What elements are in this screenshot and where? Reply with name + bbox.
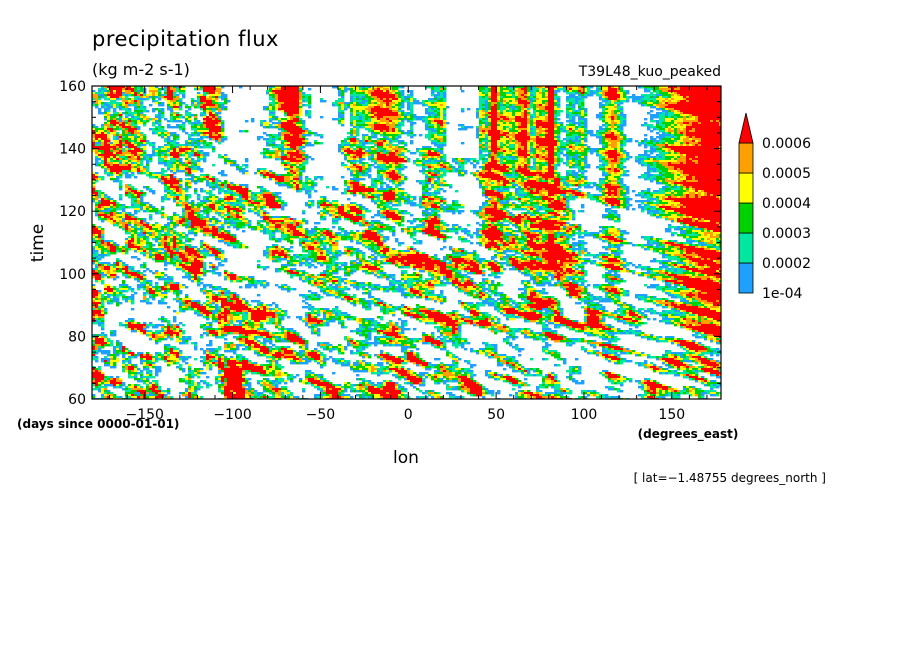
x-tick-label: 150	[658, 407, 685, 423]
y-tick-label: 60	[68, 392, 86, 408]
colorbar-label: 0.0006	[762, 136, 811, 152]
x-axis: −150 −100 −50 0 50 100 150	[109, 86, 708, 423]
y-axis-title: time	[28, 224, 48, 262]
precipitation-field	[92, 86, 721, 399]
y-tick-label: 120	[59, 204, 86, 220]
x-tick-label: 50	[487, 407, 505, 423]
x-tick-label: −50	[306, 407, 336, 423]
colorbar-swatch	[738, 262, 754, 294]
colorbar-label: 0.0002	[762, 256, 811, 272]
plot-area	[91, 85, 722, 400]
colorbar-extend-arrow	[738, 112, 754, 144]
y-axis-units: (days since 0000-01-01)	[17, 417, 179, 431]
y-tick-label: 160	[59, 79, 86, 95]
x-tick-label: 0	[404, 407, 413, 423]
x-axis-units: (degrees_east)	[638, 427, 739, 442]
colorbar-swatch	[738, 142, 754, 174]
colorbar-swatch	[738, 232, 754, 264]
chart-units: (kg m-2 s-1)	[92, 60, 190, 79]
y-tick-label: 140	[59, 142, 86, 158]
latitude-annotation: [ lat=−1.48755 degrees_north ]	[634, 471, 826, 485]
chart-title: precipitation flux	[92, 27, 279, 51]
x-tick-label: −150	[125, 407, 163, 423]
colorbar-label: 0.0005	[762, 166, 811, 182]
y-tick-label: 80	[68, 329, 86, 345]
colorbar: 1e-04 0.0002 0.0003 0.0004 0.0005 0.0006	[738, 112, 811, 302]
colorbar-swatch	[738, 172, 754, 204]
experiment-label: T39L48_kuo_peaked	[578, 64, 721, 80]
colorbar-label: 0.0003	[762, 226, 811, 242]
y-axis: 60 80 100 120 140 160	[59, 79, 721, 408]
x-tick-label: −100	[213, 407, 251, 423]
x-tick-label: 100	[571, 407, 598, 423]
colorbar-swatch	[738, 202, 754, 234]
colorbar-label: 1e-04	[762, 286, 802, 302]
y-tick-label: 100	[59, 267, 86, 283]
colorbar-label: 0.0004	[762, 196, 811, 212]
x-axis-title: lon	[393, 448, 419, 468]
